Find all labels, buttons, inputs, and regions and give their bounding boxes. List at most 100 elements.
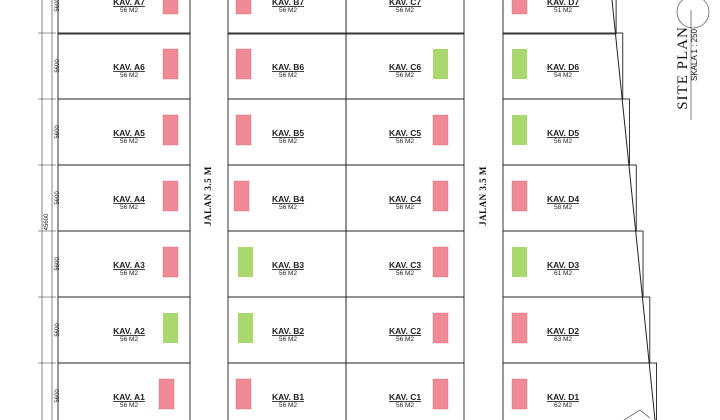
lot-area: 56 M2 [279,402,297,409]
lot-marker-red [162,246,179,278]
lot-area: 56 M2 [120,204,138,211]
lot-name: KAV. D7 [547,0,579,7]
lot-name: KAV. A2 [113,326,145,336]
lot-marker-red [162,48,179,80]
lot-area: 63 M2 [554,336,572,343]
lot-name: KAV. B4 [272,194,304,204]
lot-marker-green [238,313,253,343]
lot-marker-red [432,246,449,278]
lot-area: 56 M2 [279,138,297,145]
road-label-right: JALAN 3.5 M [478,166,488,226]
lot-name: KAV. B2 [272,326,304,336]
lot-area: 56 M2 [396,336,414,343]
lot-area: 54 M2 [554,72,572,79]
total-dimension-label: 45600 [44,213,50,230]
lot-name: KAV. D1 [547,392,579,402]
lot-name: KAV. C5 [389,128,421,138]
lot-area: 56 M2 [120,7,138,14]
lot-area: 61 M2 [554,270,572,277]
lot-area: 56 M2 [396,270,414,277]
lot-area: 56 M2 [120,138,138,145]
lot-name: KAV. C6 [389,62,421,72]
lot-marker-red [235,378,252,410]
lot-outline [57,362,191,420]
lot-marker-green [238,247,253,277]
lot-marker-red [432,378,449,410]
lot-name: KAV. B5 [272,128,304,138]
lot-name: KAV. D3 [547,260,579,270]
lot-name: KAV. D2 [547,326,579,336]
lot-name: KAV. C2 [389,326,421,336]
lot-name: KAV. A1 [113,392,145,402]
lot-marker-red [432,180,449,212]
lot-name: KAV. A3 [113,260,145,270]
scale-label: SKALA 1 : 250 [690,28,699,81]
lot-area: 56 M2 [279,204,297,211]
lot-marker-red [511,180,528,212]
lot-name: KAV. D4 [547,194,579,204]
lot-area: 56 M2 [396,402,414,409]
lot-name: KAV. C3 [389,260,421,270]
lot-outline [502,0,617,35]
site-plan-title: SITE PLAN [675,26,691,110]
lot-outline [345,362,465,420]
lot-outline [345,0,465,35]
lot-area: 56 M2 [396,204,414,211]
lot-marker-green [163,313,178,343]
lot-name: KAV. B3 [272,260,304,270]
lot-name: KAV. C1 [389,392,421,402]
lot-name: KAV. B6 [272,62,304,72]
north-arrow-circle [676,0,710,29]
lot-name: KAV. D5 [547,128,579,138]
lot-area: 56 M2 [120,402,138,409]
lot-name: KAV. A5 [113,128,145,138]
lot-outline [502,362,657,420]
boundary-corner [623,409,651,420]
lot-marker-red [233,180,250,212]
lot-marker-green [512,247,527,277]
lot-name: KAV. D6 [547,62,579,72]
lot-area: 56 M2 [120,72,138,79]
lot-area: 56 M2 [120,336,138,343]
lot-area: 56 M2 [396,7,414,14]
lot-area: 51 M2 [554,7,572,14]
lot-name: KAV. A4 [113,194,145,204]
lot-marker-red [511,378,528,410]
lot-marker-green [512,115,527,145]
lot-outline [57,0,191,35]
lot-marker-red [432,114,449,146]
lot-marker-red [511,312,528,344]
lot-marker-red [158,378,175,410]
lot-name: KAV. C7 [389,0,421,7]
lot-area: 56 M2 [554,138,572,145]
lot-area: 56 M2 [279,336,297,343]
lot-area: 56 M2 [120,270,138,277]
lot-area: 56 M2 [279,72,297,79]
lot-marker-red [511,0,528,15]
lot-name: KAV. B1 [272,392,304,402]
lot-marker-red [162,180,179,212]
lot-marker-green [433,49,448,79]
lot-area: 56 M2 [279,7,297,14]
lot-marker-red [432,312,449,344]
lot-area: 56 M2 [396,72,414,79]
lot-name: KAV. C4 [389,194,421,204]
site-boundary-line [611,0,656,420]
title-block: SITE PLAN SKALA 1 : 250 [675,0,710,120]
lot-marker-red [235,114,252,146]
lot-name: KAV. B7 [272,0,304,7]
lot-area: 62 M2 [554,402,572,409]
lot-marker-red [162,0,179,15]
lot-area: 58 M2 [554,204,572,211]
lot-marker-red [162,114,179,146]
lot-marker-red [235,48,252,80]
lot-marker-red [235,0,252,15]
lot-name: KAV. A7 [113,0,145,7]
lot-area: 56 M2 [396,138,414,145]
road-label-left: JALAN 3.5 M [203,166,213,226]
